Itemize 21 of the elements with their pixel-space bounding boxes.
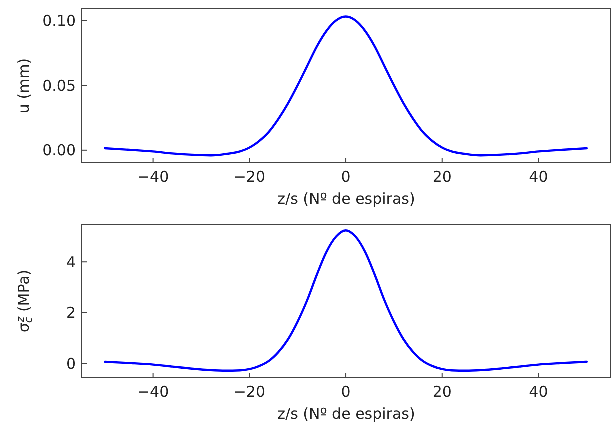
y-axis-title: u (mm)	[15, 58, 33, 114]
line-series	[104, 16, 588, 157]
x-tick-label: 20	[432, 168, 452, 186]
y-tick-label: 4	[66, 253, 76, 272]
x-tick-label: 40	[529, 168, 548, 186]
y-tick-label: 2	[66, 304, 76, 322]
y-tick-label: 0.05	[42, 76, 76, 95]
x-tick-label: 0	[341, 168, 351, 186]
x-tick-label: −20	[234, 383, 266, 401]
x-tick-label: −40	[137, 168, 170, 186]
x-axis-title: z/s (Nº de espiras)	[278, 190, 416, 208]
x-tick-label: −40	[137, 383, 170, 401]
y-tick-label: 0.10	[42, 12, 76, 30]
x-tick-label: 0	[341, 383, 351, 401]
line-series	[104, 230, 588, 372]
x-axis-title: z/s (Nº de espiras)	[278, 405, 416, 423]
x-tick-label: 40	[529, 383, 548, 401]
x-tick-label: 20	[432, 383, 452, 401]
y-tick-label: 0.00	[42, 142, 76, 160]
y-tick-label: 0	[66, 355, 76, 374]
x-tick-label: −20	[234, 168, 266, 186]
